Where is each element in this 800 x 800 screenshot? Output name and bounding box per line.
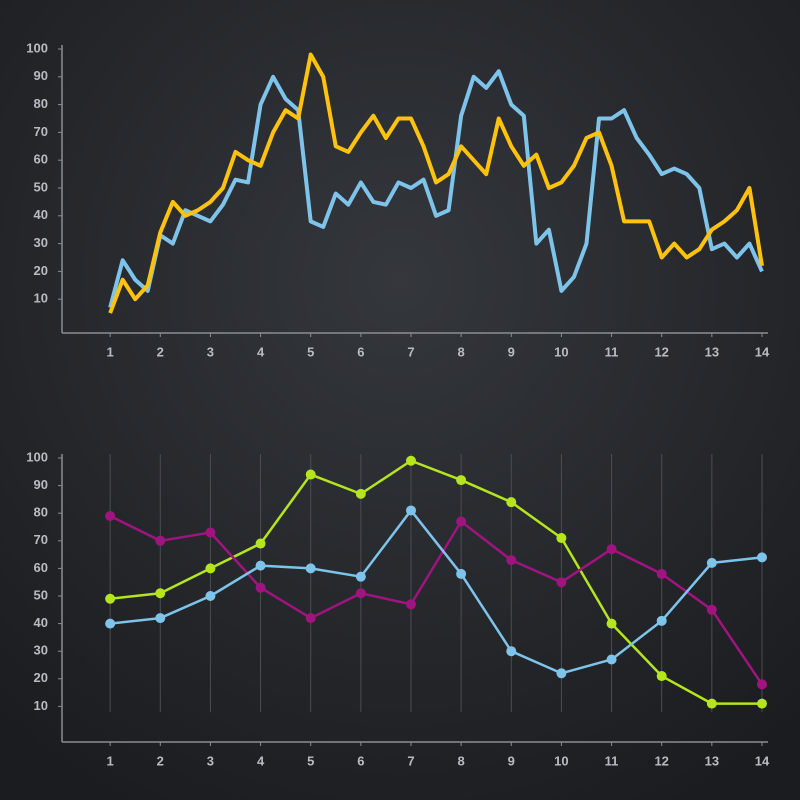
x-tick-label: 12 bbox=[654, 753, 668, 768]
marker bbox=[656, 671, 667, 682]
x-tick-label: 14 bbox=[755, 753, 770, 768]
y-tick-label: 60 bbox=[34, 152, 48, 167]
marker bbox=[355, 571, 366, 582]
marker bbox=[706, 557, 717, 568]
y-tick-label: 10 bbox=[34, 698, 48, 713]
marker bbox=[155, 535, 166, 546]
marker bbox=[556, 577, 567, 588]
marker bbox=[105, 510, 116, 521]
y-tick-label: 80 bbox=[34, 96, 48, 111]
y-tick-label: 90 bbox=[34, 68, 48, 83]
x-tick-label: 11 bbox=[605, 344, 619, 359]
y-tick-label: 90 bbox=[34, 477, 48, 492]
x-tick-label: 7 bbox=[407, 344, 414, 359]
series-line bbox=[110, 509, 763, 675]
marker bbox=[506, 497, 517, 508]
x-tick-label: 5 bbox=[307, 344, 314, 359]
x-tick-label: 5 bbox=[307, 753, 314, 768]
marker bbox=[105, 618, 116, 629]
x-tick-label: 10 bbox=[554, 753, 568, 768]
marker bbox=[506, 646, 517, 657]
marker bbox=[255, 560, 266, 571]
marker bbox=[405, 599, 416, 610]
x-tick-label: 9 bbox=[508, 344, 515, 359]
marker bbox=[255, 538, 266, 549]
marker bbox=[305, 613, 316, 624]
marker bbox=[606, 654, 617, 665]
marker bbox=[405, 505, 416, 516]
x-tick-label: 1 bbox=[107, 344, 114, 359]
series-line bbox=[108, 52, 764, 314]
marker bbox=[305, 563, 316, 574]
y-tick-label: 10 bbox=[34, 291, 48, 306]
marker bbox=[606, 544, 617, 555]
x-tick-label: 4 bbox=[257, 344, 265, 359]
marker bbox=[155, 613, 166, 624]
y-tick-label: 20 bbox=[34, 670, 48, 685]
y-tick-label: 30 bbox=[34, 643, 48, 658]
marker bbox=[456, 568, 467, 579]
marker bbox=[305, 469, 316, 480]
marker bbox=[506, 555, 517, 566]
marker bbox=[355, 488, 366, 499]
marker bbox=[606, 618, 617, 629]
marker bbox=[456, 516, 467, 527]
y-tick-label: 50 bbox=[34, 179, 48, 194]
marker bbox=[205, 527, 216, 538]
marker bbox=[405, 455, 416, 466]
series-line bbox=[108, 69, 764, 309]
y-tick-label: 100 bbox=[26, 40, 48, 55]
x-tick-label: 7 bbox=[407, 753, 414, 768]
marker bbox=[706, 604, 717, 615]
x-tick-label: 6 bbox=[357, 344, 364, 359]
x-tick-label: 1 bbox=[107, 753, 114, 768]
x-tick-label: 3 bbox=[207, 753, 214, 768]
x-tick-label: 13 bbox=[705, 753, 719, 768]
marker bbox=[656, 568, 667, 579]
x-tick-label: 14 bbox=[755, 344, 770, 359]
marker bbox=[756, 552, 767, 563]
marker bbox=[656, 615, 667, 626]
marker bbox=[205, 563, 216, 574]
y-tick-label: 40 bbox=[34, 615, 48, 630]
x-tick-label: 12 bbox=[654, 344, 668, 359]
y-tick-label: 20 bbox=[34, 263, 48, 278]
marker bbox=[255, 582, 266, 593]
y-tick-label: 40 bbox=[34, 207, 48, 222]
y-tick-label: 80 bbox=[34, 505, 48, 520]
x-tick-label: 13 bbox=[705, 344, 719, 359]
marker bbox=[706, 698, 717, 709]
y-tick-label: 70 bbox=[34, 124, 48, 139]
marker bbox=[155, 588, 166, 599]
x-tick-label: 10 bbox=[554, 344, 568, 359]
series-line bbox=[109, 514, 764, 686]
marker bbox=[105, 593, 116, 604]
marker bbox=[756, 698, 767, 709]
x-tick-label: 9 bbox=[508, 753, 515, 768]
y-tick-label: 70 bbox=[34, 532, 48, 547]
x-tick-label: 2 bbox=[157, 753, 164, 768]
marker bbox=[756, 679, 767, 690]
x-tick-label: 6 bbox=[357, 753, 364, 768]
x-tick-label: 8 bbox=[458, 753, 465, 768]
y-tick-label: 50 bbox=[34, 587, 48, 602]
marker bbox=[556, 668, 567, 679]
marker bbox=[456, 475, 467, 486]
y-tick-label: 100 bbox=[26, 449, 48, 464]
x-tick-label: 4 bbox=[257, 753, 265, 768]
x-tick-label: 3 bbox=[207, 344, 214, 359]
x-tick-label: 11 bbox=[605, 753, 619, 768]
marker bbox=[205, 591, 216, 601]
x-tick-label: 8 bbox=[458, 344, 465, 359]
series-line bbox=[110, 459, 762, 705]
marker bbox=[355, 588, 366, 599]
x-tick-label: 2 bbox=[157, 344, 164, 359]
y-tick-label: 30 bbox=[34, 235, 48, 250]
y-tick-label: 60 bbox=[34, 560, 48, 575]
marker bbox=[556, 533, 567, 544]
